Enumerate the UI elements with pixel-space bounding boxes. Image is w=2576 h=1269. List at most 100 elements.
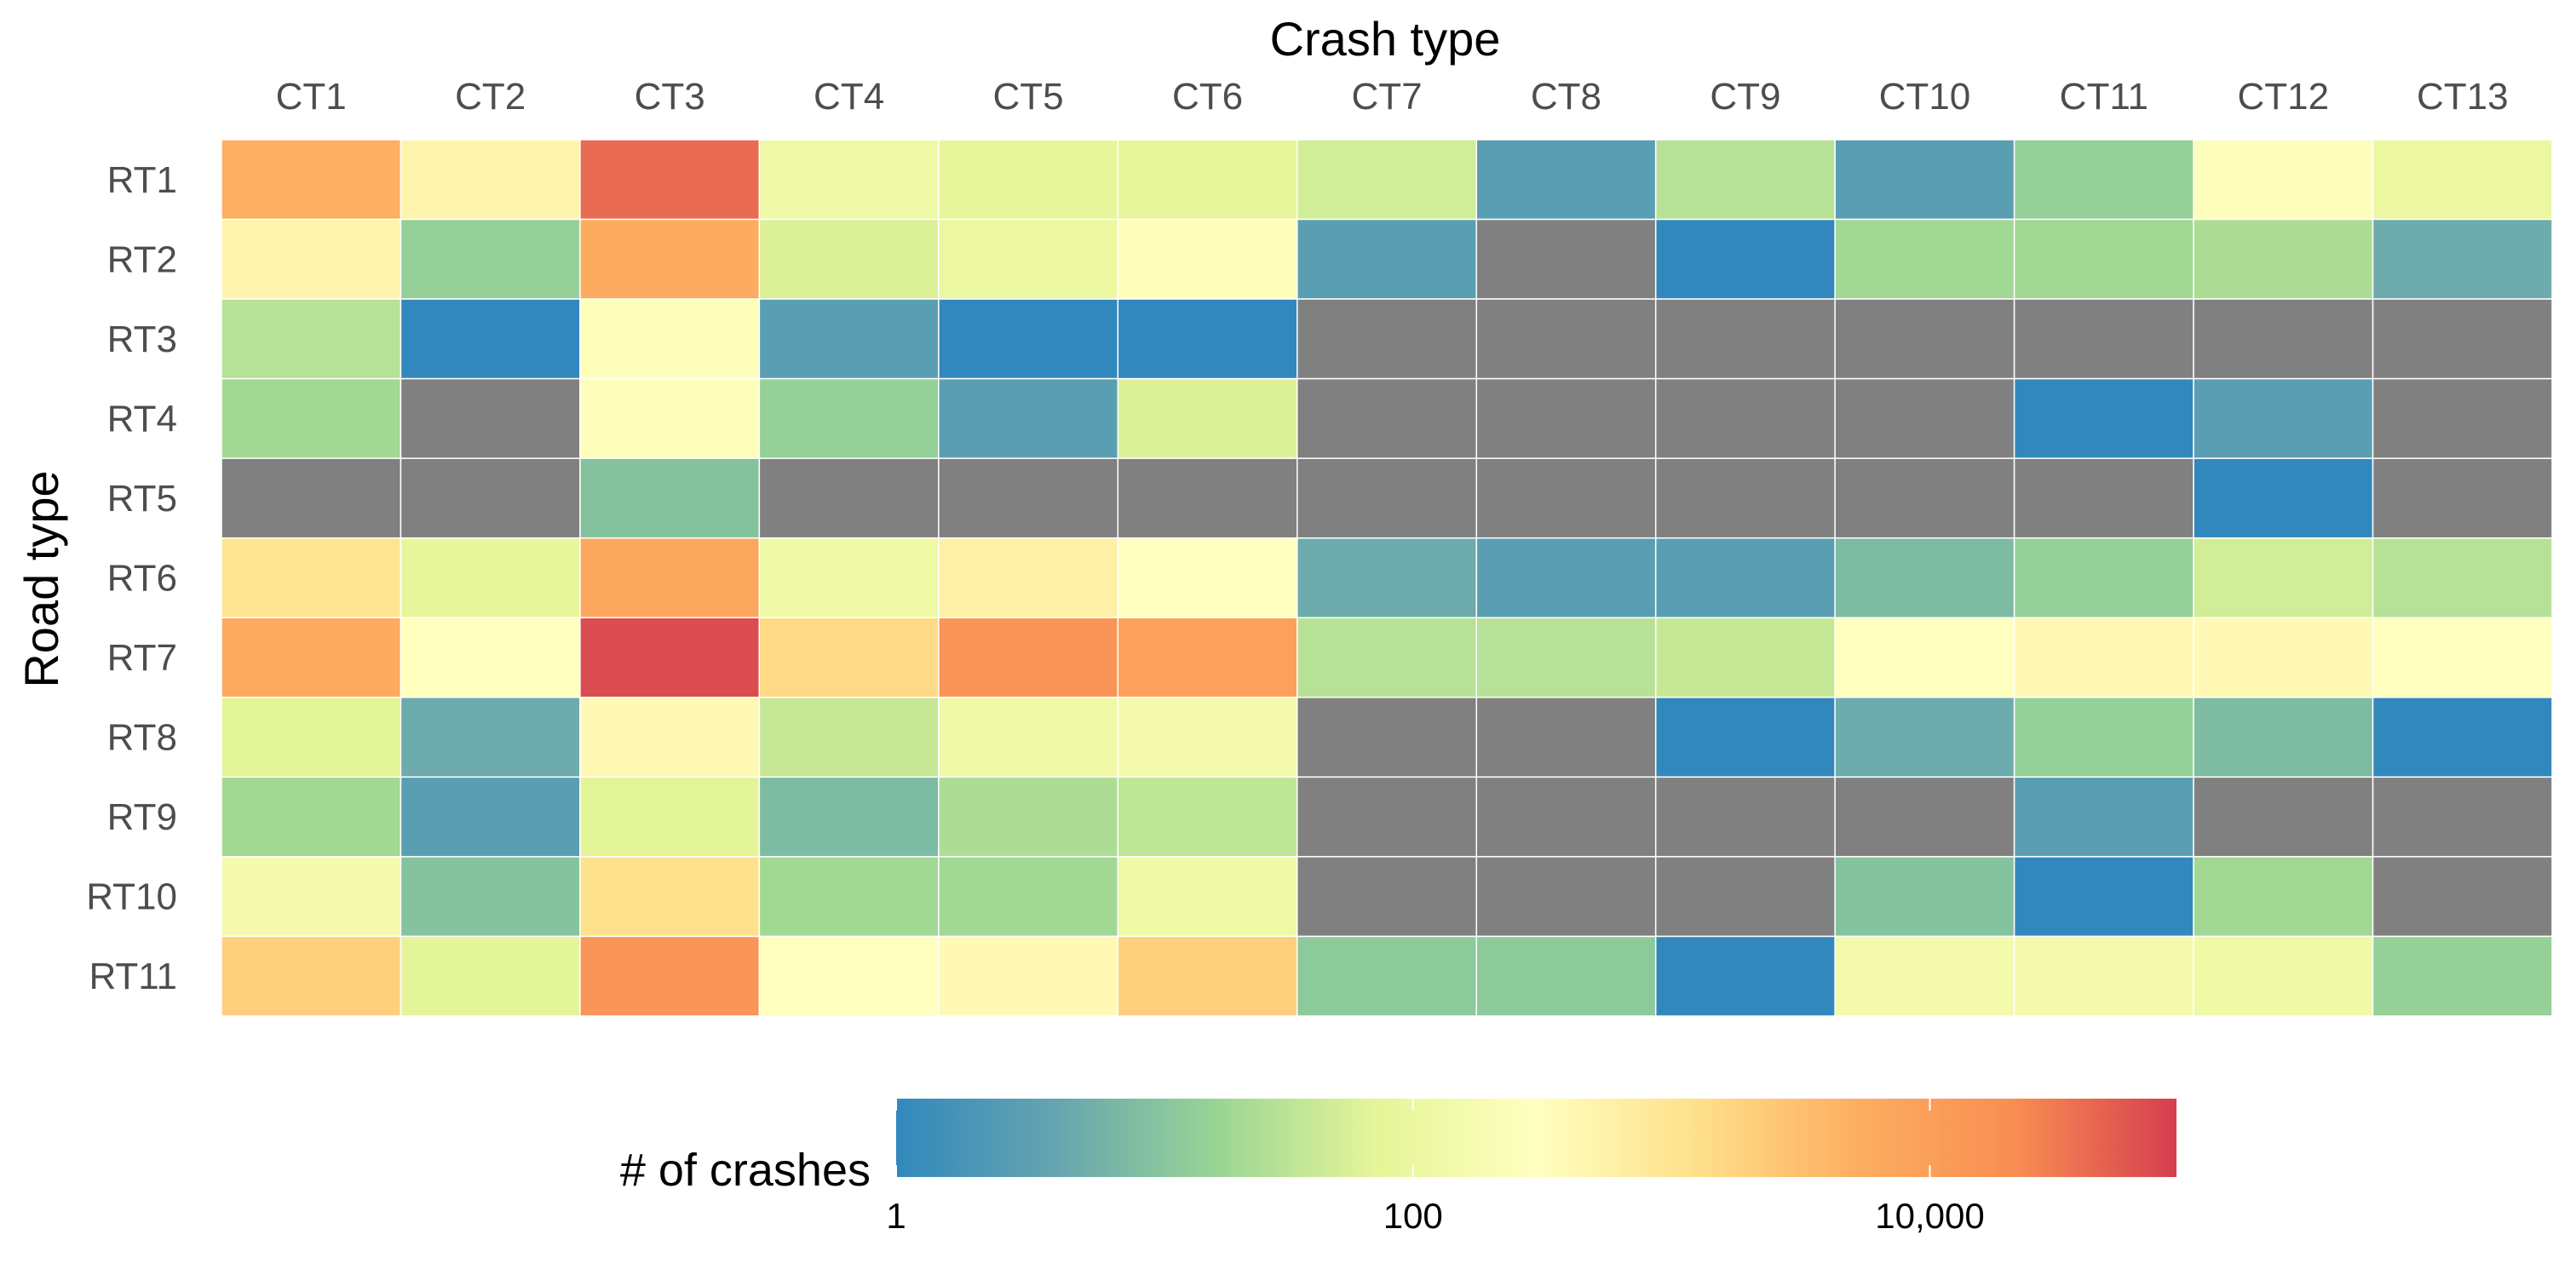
y-tick-label-rt8: RT8 [107, 717, 177, 759]
heatmap-cell-rt2-ct12 [2193, 218, 2374, 300]
heatmap-cell-rt1-ct11 [2013, 139, 2194, 221]
heatmap-cell-rt7-ct9 [1654, 617, 1836, 698]
heatmap-cell-rt8-ct5 [938, 697, 1119, 778]
heatmap-cell-rt3-ct8 [1475, 298, 1657, 380]
heatmap-cell-rt10-ct10 [1834, 856, 2015, 938]
heatmap-cell-rt2-ct3 [579, 218, 761, 300]
heatmap-cell-rt5-ct7 [1297, 457, 1477, 539]
heatmap-cell-rt11-ct4 [758, 935, 940, 1017]
heatmap-cell-rt8-ct3 [579, 697, 761, 778]
x-tick-label-ct13: CT13 [2417, 76, 2509, 118]
heatmap-cell-rt3-ct5 [938, 298, 1119, 380]
heatmap-cell-rt9-ct12 [2193, 776, 2374, 858]
heatmap-cell-rt9-ct10 [1834, 776, 2015, 858]
heatmap-cell-rt3-ct2 [400, 298, 581, 380]
heatmap-cell-rt5-ct6 [1117, 457, 1298, 539]
heatmap-cell-rt4-ct2 [400, 377, 581, 459]
heatmap-cell-rt3-ct4 [758, 298, 940, 380]
heatmap-cell-rt1-ct8 [1475, 139, 1657, 221]
x-axis-title: Crash type [1270, 12, 1501, 66]
heatmap-cell-rt2-ct1 [221, 218, 402, 300]
heatmap-cell-rt10-ct5 [938, 856, 1119, 938]
heatmap-cell-rt1-ct5 [938, 139, 1119, 221]
y-tick-label-rt4: RT4 [107, 398, 177, 439]
heatmap-cell-rt8-ct7 [1297, 697, 1477, 778]
heatmap-cell-rt2-ct2 [400, 218, 581, 300]
heatmap-cell-rt10-ct4 [758, 856, 940, 938]
y-tick-label-rt2: RT2 [107, 238, 177, 280]
heatmap-cell-rt8-ct13 [2372, 697, 2553, 778]
heatmap-cell-rt8-ct9 [1654, 697, 1836, 778]
heatmap-cell-rt8-ct11 [2013, 697, 2194, 778]
heatmap-cell-rt9-ct1 [221, 776, 402, 858]
heatmap-cell-rt4-ct7 [1297, 377, 1477, 459]
heatmap-cell-rt4-ct1 [221, 377, 402, 459]
heatmap-cell-rt1-ct7 [1297, 139, 1477, 221]
heatmap-cell-rt2-ct4 [758, 218, 940, 300]
x-tick-label-ct7: CT7 [1351, 76, 1422, 118]
legend-colorbar [896, 1099, 2176, 1177]
heatmap-cell-rt7-ct13 [2372, 617, 2553, 698]
heatmap-cell-rt3-ct11 [2013, 298, 2194, 380]
legend-ticks: 1 100 10,000 [886, 1099, 1985, 1236]
heatmap-cell-rt5-ct2 [400, 457, 581, 539]
heatmap-cell-rt7-ct12 [2193, 617, 2374, 698]
heatmap-cell-rt6-ct8 [1475, 537, 1657, 619]
heatmap-cell-rt3-ct3 [579, 298, 761, 380]
heatmap-cell-rt5-ct4 [758, 457, 940, 539]
heatmap-cell-rt6-ct11 [2013, 537, 2194, 619]
heatmap-cell-rt2-ct9 [1654, 218, 1836, 300]
y-tick-label-rt10: RT10 [86, 876, 177, 918]
heatmap-cell-rt1-ct9 [1654, 139, 1836, 221]
x-tick-label-ct3: CT3 [635, 76, 705, 118]
heatmap-cell-rt1-ct10 [1834, 139, 2015, 221]
x-tick-labels: CT1 CT2 CT3 CT4 CT5 CT6 CT7 CT8 CT9 CT10 CT11 CT12 C… [276, 76, 2509, 118]
heatmap-cell-rt6-ct9 [1654, 537, 1836, 619]
heatmap-cell-rt11-ct12 [2193, 935, 2374, 1017]
heatmap-cell-rt6-ct10 [1834, 537, 2015, 619]
heatmap-cell-rt9-ct6 [1117, 776, 1298, 858]
heatmap-cell-rt7-ct7 [1297, 617, 1477, 698]
heatmap-cell-rt9-ct4 [758, 776, 940, 858]
legend-tick-label: 1 [886, 1196, 906, 1236]
heatmap-cell-rt6-ct3 [579, 537, 761, 619]
y-tick-label-rt5: RT5 [107, 478, 177, 520]
heatmap-cell-rt7-ct2 [400, 617, 581, 698]
heatmap-cell-rt7-ct1 [221, 617, 402, 698]
heatmap-cell-rt2-ct8 [1475, 218, 1657, 300]
y-tick-label-rt9: RT9 [107, 796, 177, 838]
heatmap-cell-rt5-ct8 [1475, 457, 1657, 539]
heatmap-cell-rt4-ct6 [1117, 377, 1298, 459]
legend-tick-label: 100 [1383, 1196, 1443, 1236]
heatmap-cell-rt1-ct2 [400, 139, 581, 221]
heatmap-cell-rt4-ct3 [579, 377, 761, 459]
y-tick-label-rt3: RT3 [107, 319, 177, 360]
heatmap-cell-rt11-ct6 [1117, 935, 1298, 1017]
heatmap-cell-rt1-ct4 [758, 139, 940, 221]
heatmap-cell-rt9-ct9 [1654, 776, 1836, 858]
heatmap-cell-rt7-ct11 [2013, 617, 2194, 698]
x-tick-label-ct1: CT1 [276, 76, 347, 118]
heatmap-cell-rt9-ct5 [938, 776, 1119, 858]
heatmap-cells [221, 139, 2553, 1017]
heatmap-cell-rt3-ct7 [1297, 298, 1477, 380]
heatmap-cell-rt1-ct13 [2372, 139, 2553, 221]
heatmap-cell-rt6-ct6 [1117, 537, 1298, 619]
heatmap-cell-rt4-ct11 [2013, 377, 2194, 459]
heatmap-cell-rt3-ct12 [2193, 298, 2374, 380]
heatmap-cell-rt2-ct6 [1117, 218, 1298, 300]
heatmap-cell-rt10-ct6 [1117, 856, 1298, 938]
heatmap-cell-rt9-ct2 [400, 776, 581, 858]
heatmap-cell-rt3-ct9 [1654, 298, 1836, 380]
heatmap-cell-rt4-ct8 [1475, 377, 1657, 459]
heatmap-cell-rt4-ct9 [1654, 377, 1836, 459]
heatmap-cell-rt3-ct10 [1834, 298, 2015, 380]
heatmap-cell-rt9-ct8 [1475, 776, 1657, 858]
heatmap-cell-rt10-ct3 [579, 856, 761, 938]
y-tick-label-rt7: RT7 [107, 637, 177, 679]
heatmap-cell-rt9-ct11 [2013, 776, 2194, 858]
heatmap-cell-rt8-ct12 [2193, 697, 2374, 778]
heatmap-cell-rt8-ct10 [1834, 697, 2015, 778]
